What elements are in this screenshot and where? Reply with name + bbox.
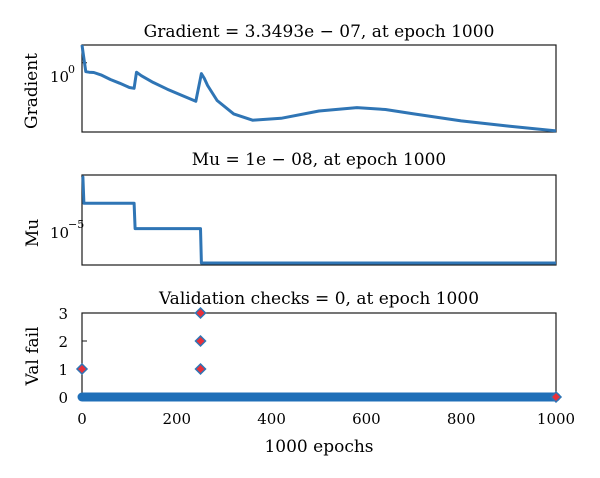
gradient-panel: Gradient = 3.3493e − 07, at epoch 1000 1… <box>22 22 557 133</box>
val-point <box>549 390 563 404</box>
val-axes-frame <box>81 312 557 400</box>
val-x-tick-label: 400 <box>257 410 286 428</box>
val-point <box>194 334 207 348</box>
mu-axes-frame <box>81 174 557 266</box>
gradient-axes-frame <box>81 44 557 133</box>
val-y-ticks: 0 1 2 3 <box>58 305 87 407</box>
mu-y-label: Mu <box>23 219 43 247</box>
gradient-y-tick-exponent: 0 <box>68 63 75 76</box>
val-point <box>194 306 207 320</box>
gradient-title: Gradient = 3.3493e − 07, at epoch 1000 <box>144 22 495 42</box>
val-y-tick-label: 1 <box>58 361 68 379</box>
val-y-label: Val fail <box>23 327 43 387</box>
val-point <box>194 362 207 376</box>
mu-panel: Mu = 1e − 08, at epoch 1000 10 −5 Mu <box>23 150 557 266</box>
val-x-tick-label: 600 <box>352 410 381 428</box>
val-point <box>75 362 89 376</box>
val-points <box>75 306 563 404</box>
val-x-tick-label: 800 <box>447 410 476 428</box>
gradient-series-line <box>80 44 557 133</box>
mu-series-line <box>81 175 556 265</box>
val-x-tick-label: 0 <box>77 410 87 428</box>
val-x-tick-label: 1000 <box>537 410 575 428</box>
val-x-label: 1000 epochs <box>264 437 373 457</box>
gradient-y-label: Gradient <box>22 53 42 129</box>
mu-y-tick: 10 −5 <box>50 218 84 242</box>
mu-y-tick-base: 10 <box>50 224 69 242</box>
mu-title: Mu = 1e − 08, at epoch 1000 <box>192 150 446 170</box>
mu-y-tick-exponent: −5 <box>68 218 84 231</box>
val-x-tick-label: 200 <box>162 410 191 428</box>
val-x-ticks: 0 200 400 600 800 1000 <box>77 394 575 428</box>
val-y-tick-label: 0 <box>58 389 68 407</box>
val-panel: Validation checks = 0, at epoch 1000 Val… <box>23 289 575 457</box>
val-title: Validation checks = 0, at epoch 1000 <box>158 289 479 309</box>
val-y-tick-label: 3 <box>58 305 68 323</box>
gradient-y-tick-base: 10 <box>50 68 69 86</box>
val-y-tick-label: 2 <box>58 333 68 351</box>
